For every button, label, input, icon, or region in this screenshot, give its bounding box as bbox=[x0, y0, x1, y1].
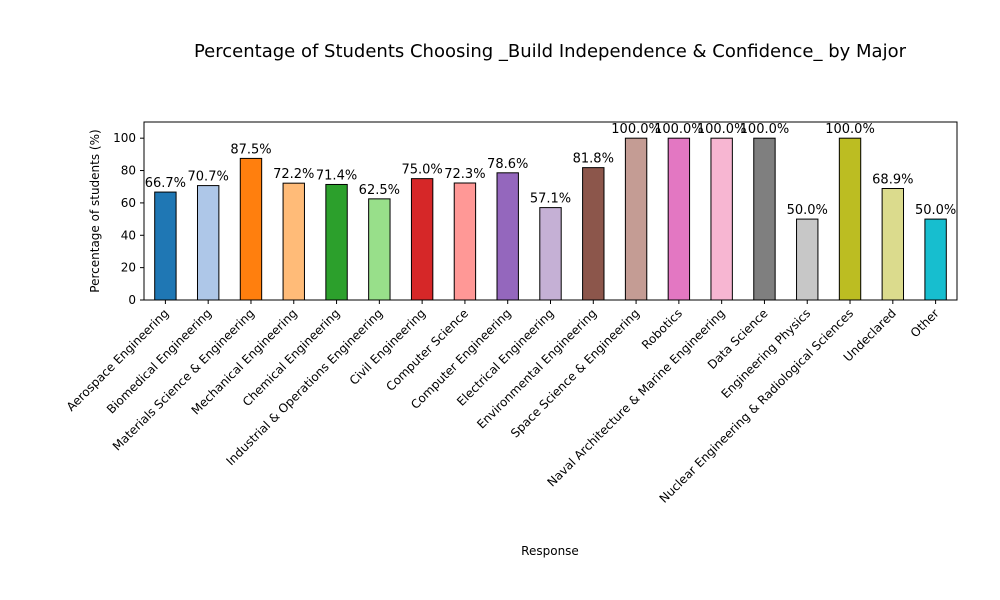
bar bbox=[196, 185, 220, 301]
data-label: 72.2% bbox=[273, 167, 314, 182]
data-label: 100.0% bbox=[611, 122, 661, 137]
bar bbox=[410, 178, 434, 301]
data-label: 75.0% bbox=[401, 163, 442, 178]
bar bbox=[282, 182, 305, 301]
x-tick-label: Other bbox=[908, 306, 942, 340]
y-tick-label: 100 bbox=[113, 131, 136, 145]
bar bbox=[796, 218, 819, 301]
x-tick-label: Nuclear Engineering & Radiological Scien… bbox=[657, 306, 857, 506]
data-label: 66.7% bbox=[145, 176, 186, 191]
plot-frame bbox=[143, 121, 958, 301]
x-tick-label: Industrial & Operations Engineering bbox=[223, 306, 385, 468]
data-label: 100.0% bbox=[654, 122, 704, 137]
data-label: 71.4% bbox=[316, 168, 357, 183]
bar bbox=[667, 137, 691, 301]
data-label: 62.5% bbox=[359, 183, 400, 198]
y-axis: 0 20 40 60 80 100 bbox=[113, 131, 144, 307]
x-tick-label: Civil Engineering bbox=[347, 306, 429, 388]
bar bbox=[539, 207, 562, 301]
bar bbox=[838, 137, 862, 301]
bar bbox=[496, 172, 519, 301]
bar bbox=[325, 183, 348, 301]
y-tick-label: 80 bbox=[121, 164, 136, 178]
data-label: 50.0% bbox=[787, 203, 828, 218]
bar bbox=[582, 167, 605, 301]
bar bbox=[753, 137, 776, 301]
data-label: 87.5% bbox=[230, 142, 271, 157]
x-axis-label: Response bbox=[521, 544, 579, 558]
data-label: 72.3% bbox=[444, 167, 485, 182]
data-labels-layer: 66.7% 70.7%87.5%72.2% 71.4%62.5%75.0% 72.3%… bbox=[145, 122, 957, 218]
x-tick-label: Computer Science bbox=[383, 306, 471, 394]
data-label: 81.8% bbox=[573, 152, 614, 167]
data-label: 78.6% bbox=[487, 157, 528, 172]
y-tick-label: 0 bbox=[128, 293, 136, 307]
bar bbox=[710, 137, 733, 301]
bar bbox=[154, 191, 177, 301]
data-label: 100.0% bbox=[697, 122, 747, 137]
y-tick-label: 40 bbox=[121, 228, 136, 242]
data-label: 50.0% bbox=[915, 203, 956, 218]
data-label: 68.9% bbox=[872, 173, 913, 188]
y-tick-label: 60 bbox=[121, 196, 136, 210]
y-tick-label: 20 bbox=[121, 261, 136, 275]
y-axis-label: Percentage of students (%) bbox=[88, 129, 102, 292]
data-label: 100.0% bbox=[825, 122, 875, 137]
bar bbox=[924, 218, 947, 301]
bar bbox=[881, 188, 905, 301]
chart-title: Percentage of Students Choosing _Build I… bbox=[194, 41, 907, 62]
bar bbox=[624, 137, 648, 301]
bar bbox=[239, 157, 263, 301]
data-label: 70.7% bbox=[188, 170, 229, 185]
bar bbox=[368, 198, 391, 301]
data-label: 57.1% bbox=[530, 192, 571, 207]
bar bbox=[453, 182, 477, 301]
bars-layer bbox=[154, 137, 947, 301]
data-label: 100.0% bbox=[740, 122, 790, 137]
